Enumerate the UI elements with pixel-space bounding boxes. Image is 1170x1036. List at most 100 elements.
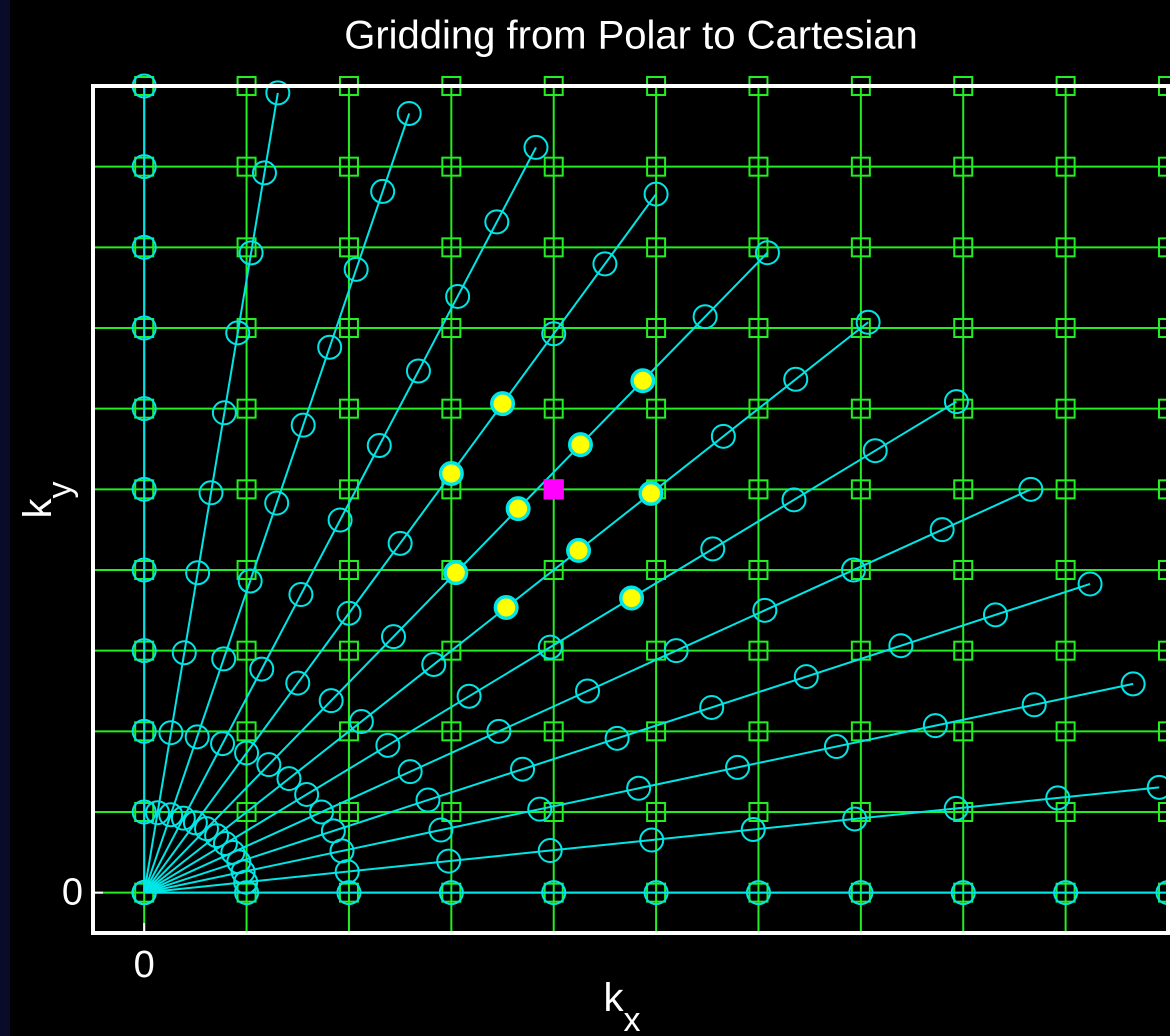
neighbor-point xyxy=(567,539,590,562)
polar-point xyxy=(862,438,888,464)
cartesian-point xyxy=(953,398,974,419)
cartesian-point xyxy=(236,640,257,661)
polar-spoke xyxy=(143,400,957,894)
polar-point xyxy=(184,724,210,750)
polar-point xyxy=(387,530,413,556)
cartesian-point xyxy=(646,156,667,177)
polar-point xyxy=(848,880,874,906)
cartesian-point xyxy=(338,640,359,661)
polar-point xyxy=(1018,476,1044,502)
cartesian-point xyxy=(338,479,359,500)
cartesian-point xyxy=(543,721,564,742)
polar-point xyxy=(842,806,868,832)
cartesian-point xyxy=(850,237,871,258)
polar-point xyxy=(438,461,464,487)
polar-point xyxy=(318,688,344,714)
polar-point xyxy=(643,181,669,207)
cartesian-point xyxy=(338,560,359,580)
cartesian-point xyxy=(543,560,564,580)
polar-point xyxy=(456,683,482,709)
polar-point xyxy=(182,810,208,836)
polar-point xyxy=(710,423,736,449)
polar-point xyxy=(567,432,593,458)
cartesian-point xyxy=(646,560,667,580)
polar-point xyxy=(198,480,224,506)
polar-spoke xyxy=(143,146,537,894)
polar-point xyxy=(541,880,567,906)
polar-point xyxy=(375,732,401,758)
cartesian-point xyxy=(850,802,871,822)
cartesian-point xyxy=(953,237,974,258)
cartesian-point xyxy=(748,398,769,419)
polar-point xyxy=(131,396,157,422)
polar-point xyxy=(537,634,563,660)
cartesian-point xyxy=(1055,237,1076,258)
polar-point xyxy=(370,178,396,204)
cartesian-point xyxy=(441,640,462,661)
y-axis-label: ky xyxy=(16,482,79,519)
cartesian-point xyxy=(953,802,974,822)
polar-point xyxy=(131,476,157,502)
cartesian-point xyxy=(441,398,462,419)
polar-point xyxy=(484,209,510,235)
polar-point xyxy=(185,560,211,586)
cartesian-point xyxy=(338,237,359,258)
polar-spoke xyxy=(143,583,1091,894)
cartesian-point xyxy=(646,318,667,338)
target-point xyxy=(543,479,564,500)
polar-point xyxy=(486,718,512,744)
polar-point xyxy=(336,880,362,906)
polar-point xyxy=(604,725,630,751)
cartesian-point xyxy=(850,398,871,419)
polar-point xyxy=(131,880,157,906)
polar-point xyxy=(145,800,171,826)
neighbor-point xyxy=(444,561,467,584)
polar-point xyxy=(249,656,275,682)
polar-point xyxy=(566,537,592,563)
neighbor-point xyxy=(631,369,654,392)
polar-point xyxy=(643,880,669,906)
polar-point xyxy=(158,720,184,746)
polar-point xyxy=(348,709,374,735)
polar-point xyxy=(288,582,314,608)
cartesian-point xyxy=(236,479,257,500)
neighbor-point xyxy=(639,482,662,505)
polar-point xyxy=(211,400,237,426)
frame-edge xyxy=(0,0,10,1036)
polar-point xyxy=(943,795,969,821)
cartesian-point xyxy=(441,318,462,338)
neighbor-point xyxy=(507,497,530,520)
polar-point xyxy=(343,256,369,282)
polar-point xyxy=(630,368,656,394)
cartesian-point xyxy=(543,398,564,419)
cartesian-point xyxy=(850,721,871,742)
polar-point xyxy=(754,240,780,266)
polar-point xyxy=(264,490,290,516)
cartesian-point xyxy=(748,802,769,822)
cartesian-point xyxy=(953,479,974,500)
cartesian-point xyxy=(646,398,667,419)
cartesian-point xyxy=(1055,156,1076,177)
cartesian-point xyxy=(748,318,769,338)
cartesian-point xyxy=(953,560,974,580)
polar-point xyxy=(490,391,516,417)
polar-point xyxy=(366,433,392,459)
cartesian-point xyxy=(338,318,359,338)
polar-point xyxy=(320,818,346,844)
polar-point xyxy=(982,602,1008,628)
polar-point xyxy=(131,718,157,744)
polar-point xyxy=(699,694,725,720)
polar-point xyxy=(436,848,462,874)
polar-point xyxy=(397,759,423,785)
polar-point xyxy=(265,80,291,106)
polar-point xyxy=(1021,692,1047,718)
cartesian-point xyxy=(236,721,257,742)
cartesian-point xyxy=(850,479,871,500)
polar-point xyxy=(131,557,157,583)
polar-spoke xyxy=(143,193,657,894)
polar-point xyxy=(443,560,469,586)
cartesian-point xyxy=(953,721,974,742)
polar-point xyxy=(575,678,601,704)
cartesian-point xyxy=(953,156,974,177)
